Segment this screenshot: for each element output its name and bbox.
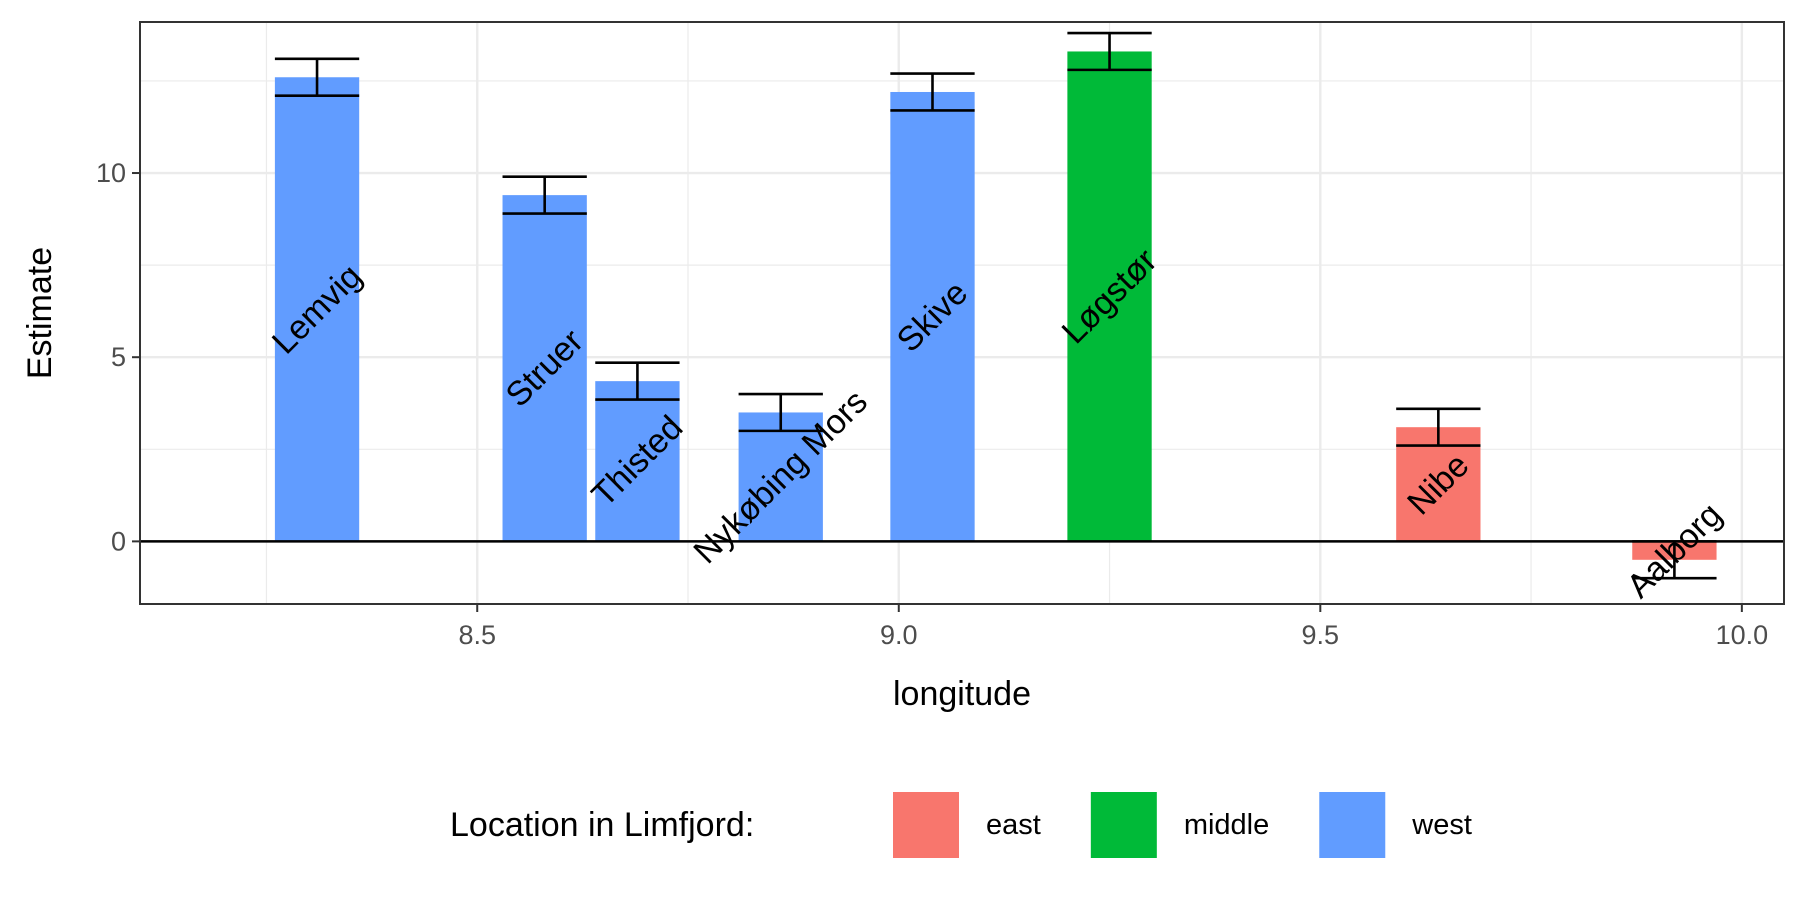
bar-skive	[890, 91, 975, 542]
legend-title: Location in Limfjord:	[450, 806, 754, 844]
bars-group	[274, 51, 1717, 560]
axes-group: 8.5 9.0 9.5 10.0 0 5 10	[96, 158, 1768, 650]
bar-løgstør	[1067, 51, 1152, 542]
legend: Location in Limfjord: east middle west	[450, 792, 1472, 858]
legend-key-west	[1319, 792, 1386, 858]
y-axis-title: Estimate	[21, 247, 59, 379]
error-bar-struer	[502, 175, 587, 215]
bar-nykøbing-mors	[738, 412, 823, 542]
bar-thisted	[595, 381, 680, 542]
panel-border	[139, 21, 1785, 605]
y-tick-label: 10	[96, 158, 126, 188]
error-bar-løgstør	[1067, 31, 1152, 72]
error-bar-nykøbing-mors	[738, 392, 823, 433]
x-tick-label: 8.5	[458, 620, 496, 650]
legend-label-west: west	[1411, 809, 1472, 841]
y-tick-label: 0	[111, 526, 126, 556]
x-tick-label: 9.5	[1302, 620, 1340, 650]
x-tick-label: 10.0	[1716, 620, 1769, 650]
legend-key-middle	[1090, 792, 1157, 858]
x-axis-title: longitude	[893, 675, 1031, 713]
error-bar-thisted	[595, 361, 680, 401]
bar-lemvig	[274, 77, 360, 542]
legend-label-east: east	[986, 809, 1041, 841]
error-bar-lemvig	[274, 57, 360, 97]
x-tick-label: 9.0	[880, 620, 918, 650]
y-tick-label: 5	[111, 342, 126, 372]
bar-struer	[502, 195, 587, 542]
legend-key-east	[893, 792, 959, 858]
error-bars-group	[274, 31, 1717, 580]
legend-label-middle: middle	[1184, 809, 1269, 841]
error-bar-nibe	[1396, 407, 1481, 447]
error-bar-aalborg	[1632, 540, 1717, 580]
error-bar-skive	[890, 72, 975, 112]
